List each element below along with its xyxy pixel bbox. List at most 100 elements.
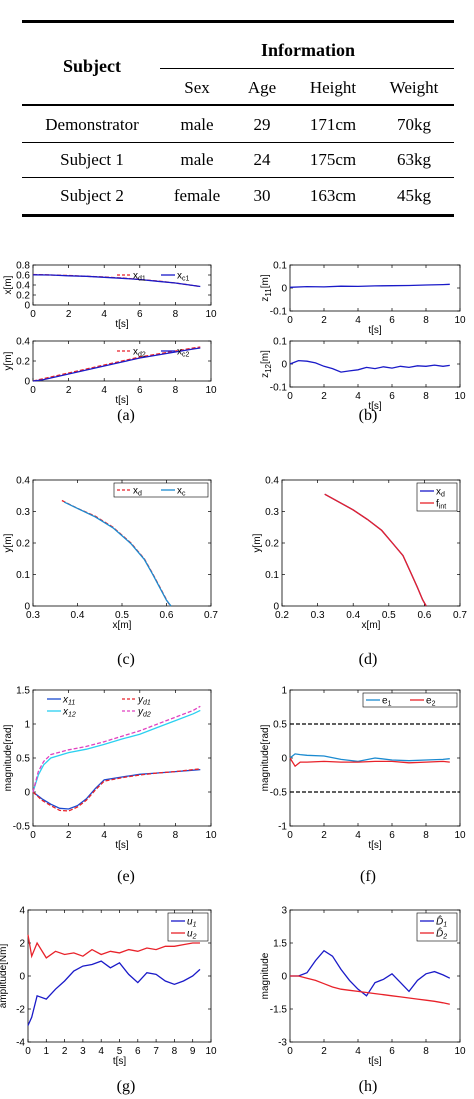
y-tick-label: 0 — [24, 377, 30, 388]
y-tick-label: -2 — [16, 1005, 25, 1016]
x-axis-label: t[s] — [368, 401, 382, 412]
y-tick-label: 0 — [281, 360, 287, 371]
legend: xd xc — [113, 482, 209, 498]
y-tick-label: 0.2 — [16, 539, 30, 550]
y-tick-label: 0.3 — [265, 507, 279, 518]
x-tick-label: 6 — [389, 830, 395, 841]
series-line-u_1 — [27, 960, 201, 1026]
header-sex: Sex — [184, 78, 210, 97]
x-axis-label: t[s] — [368, 840, 382, 851]
y-tick-label: 0.1 — [273, 337, 287, 348]
caption-e: (e) — [117, 868, 135, 885]
header-subject: Subject — [63, 56, 121, 76]
y-axis-label: magnitude[rad] — [260, 724, 271, 791]
y-tick-label: 0.4 — [16, 476, 30, 487]
x-tick-label: 4 — [101, 309, 107, 320]
series-line-e_2 — [289, 757, 450, 768]
series-line-f_int — [324, 493, 427, 607]
y-tick-label: -0.5 — [13, 822, 31, 833]
x-tick-label: 2 — [66, 385, 72, 396]
y-axis-label: z12[m] — [260, 350, 273, 378]
y-tick-label: 0.1 — [16, 570, 30, 581]
row-weight: 45kg — [397, 186, 431, 205]
y-tick-label: 0.6 — [16, 271, 30, 282]
x-tick-label: 2 — [66, 309, 72, 320]
series-line-x_12 — [32, 709, 201, 793]
legend-label: e2 — [426, 696, 436, 708]
series-line-x_c1 — [32, 274, 201, 288]
legend-box — [167, 912, 209, 942]
x-tick-label: 4 — [355, 1046, 361, 1057]
x-tick-label: 0.6 — [417, 610, 431, 621]
y-tick-label: 0 — [24, 788, 30, 799]
x-tick-label: 0.5 — [115, 610, 129, 621]
row-subject: Subject 2 — [60, 186, 124, 205]
x-axis-label: t[s] — [368, 325, 382, 336]
x-tick-label: 8 — [172, 1046, 178, 1057]
chart-panel-h: 0 2 4 6 8 10 -3 -1.5 0 1.5 3 t[s] magnitude D̂1D̂2 — [260, 906, 466, 1068]
legend-label: u2 — [187, 929, 197, 941]
x-tick-label: 6 — [137, 830, 143, 841]
caption-f: (f) — [360, 868, 376, 885]
chart-panel-b2: 0 2 4 6 8 10-0.100.1t[s]z12[m] — [260, 337, 466, 413]
x-tick-label: 0.4 — [346, 610, 360, 621]
x-tick-label: 8 — [423, 391, 429, 402]
legend-label: xd — [436, 487, 445, 499]
x-tick-label: 6 — [137, 309, 143, 320]
x-tick-label: 6 — [389, 315, 395, 326]
y-tick-label: 3 — [281, 906, 287, 917]
x-tick-label: 2 — [66, 830, 72, 841]
y-axis-label: x[m] — [3, 275, 14, 294]
row-rule — [22, 142, 454, 143]
x-tick-label: 1 — [44, 1046, 50, 1057]
caption-d: (d) — [358, 651, 378, 668]
plot-frame — [32, 264, 212, 306]
table-top-rule — [22, 20, 454, 23]
y-tick-label: 0.8 — [16, 261, 30, 272]
y-axis-label: y[m] — [252, 533, 263, 552]
y-tick-label: -1.5 — [270, 1005, 288, 1016]
chart-panel-d: 0.2 0.3 0.4 0.5 0.6 0.700.10.20.30.4x[m]y[m]x… — [252, 476, 467, 632]
y-tick-label: 0.5 — [16, 754, 30, 765]
legend-label: u1 — [187, 917, 197, 929]
x-tick-label: 10 — [205, 1046, 217, 1057]
x-tick-label: 2 — [321, 315, 327, 326]
y-tick-label: 0.1 — [265, 570, 279, 581]
plot-frame — [289, 264, 461, 312]
row-height: 171cm — [309, 115, 357, 134]
x-tick-label: 0 — [287, 1046, 293, 1057]
x-tick-label: 3 — [80, 1046, 86, 1057]
x-tick-label: 2 — [321, 830, 327, 841]
x-tick-label: 2 — [321, 1046, 327, 1057]
x-tick-label: 4 — [355, 315, 361, 326]
y-tick-label: 0 — [281, 972, 287, 983]
y-axis-label: magnitude — [260, 952, 271, 999]
y-tick-label: -3 — [278, 1038, 287, 1049]
plot-frame — [289, 340, 461, 388]
legend-label: D̂2 — [436, 926, 447, 941]
row-weight: 70kg — [397, 115, 431, 134]
legend: D̂1D̂2 — [416, 912, 458, 942]
x-tick-label: 2 — [62, 1046, 68, 1057]
x-axis-label: x[m] — [362, 620, 381, 631]
x-tick-label: 9 — [190, 1046, 196, 1057]
row-sex: male — [180, 150, 214, 169]
y-tick-label: 0.2 — [265, 539, 279, 550]
y-axis-label: z11[m] — [260, 274, 273, 301]
table-bottom-rule — [22, 214, 454, 217]
y-tick-label: -0.1 — [270, 383, 288, 394]
y-tick-label: 1.5 — [273, 939, 287, 950]
caption-c: (c) — [117, 651, 135, 668]
row-subject: Subject 1 — [60, 150, 124, 169]
x-tick-label: 8 — [173, 385, 179, 396]
header-height: Height — [309, 78, 357, 97]
legend-label: xd — [133, 486, 142, 498]
y-axis-label: y[m] — [3, 351, 14, 370]
chart-panel-e: 0 2 4 6 8 10-0.500.511.5t[s]magnitude[rad]x11… — [3, 686, 217, 852]
x-tick-label: 0.7 — [204, 610, 218, 621]
x-tick-label: 0 — [30, 830, 36, 841]
